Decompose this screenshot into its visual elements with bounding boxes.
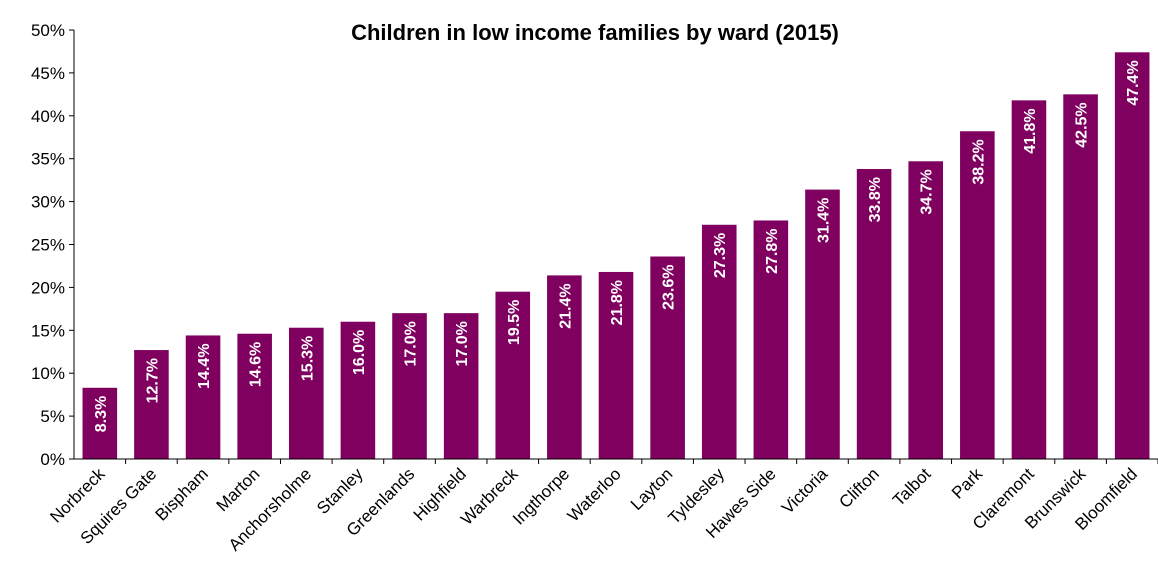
- bar: [392, 313, 427, 459]
- y-tick-label: 30%: [31, 193, 65, 212]
- bar: [1011, 100, 1047, 459]
- data-label: 27.3%: [712, 233, 729, 278]
- bar: [650, 256, 685, 459]
- x-tick-label: Talbot: [889, 464, 935, 510]
- x-tick-label: Marton: [213, 464, 264, 515]
- bar: [856, 168, 892, 459]
- data-label: 8.3%: [93, 396, 110, 432]
- bar: [443, 313, 479, 459]
- y-tick-label: 0%: [40, 450, 65, 469]
- bar: [82, 387, 118, 459]
- x-tick-label: Waterloo: [564, 464, 625, 525]
- y-tick-label: 45%: [31, 64, 65, 83]
- y-tick-label: 25%: [31, 236, 65, 255]
- bar: [598, 271, 634, 459]
- y-axis: 0% 5% 10% 15% 20% 25% 30% 35% 40% 45% 50%: [31, 21, 75, 469]
- x-tick-label: Bispham: [152, 464, 212, 524]
- x-tick-label: Victoria: [778, 464, 832, 518]
- bar: [1063, 94, 1098, 459]
- x-tick-label: Clifton: [835, 464, 883, 512]
- data-label: 34.7%: [919, 169, 936, 214]
- bar: [753, 220, 789, 459]
- bar: [960, 131, 995, 459]
- data-label: 17.0%: [403, 321, 420, 366]
- bar: [288, 327, 324, 459]
- data-label: 21.8%: [609, 280, 626, 325]
- bar: [134, 350, 169, 459]
- bar: [340, 321, 376, 459]
- data-label: 14.4%: [196, 343, 213, 388]
- data-labels: 8.3% 12.7% 14.4% 14.6% 15.3% 16.0% 17.0% 17.0% 1…: [93, 60, 1142, 432]
- bar: [185, 335, 221, 459]
- data-label: 12.7%: [144, 358, 161, 403]
- bar: [495, 291, 531, 459]
- y-tick-label: 40%: [31, 107, 65, 126]
- bar: [1114, 52, 1150, 460]
- y-tick-label: 15%: [31, 321, 65, 340]
- y-tick-label: 10%: [31, 364, 65, 383]
- bar: [908, 161, 944, 460]
- data-label: 41.8%: [1022, 108, 1039, 153]
- data-label: 38.2%: [970, 139, 987, 184]
- x-tick-label: Ingthorpe: [509, 464, 573, 528]
- data-label: 16.0%: [351, 330, 368, 375]
- data-label: 31.4%: [815, 198, 832, 243]
- data-label: 19.5%: [506, 300, 523, 345]
- data-label: 14.6%: [248, 342, 265, 387]
- y-tick-label: 35%: [31, 150, 65, 169]
- data-label: 42.5%: [1074, 102, 1091, 147]
- data-label: 21.4%: [557, 283, 574, 328]
- data-label: 15.3%: [299, 336, 316, 381]
- data-label: 33.8%: [867, 177, 884, 222]
- data-label: 17.0%: [454, 321, 471, 366]
- bar: [237, 333, 272, 459]
- x-tick-label: Park: [948, 464, 987, 503]
- y-tick-label: 5%: [40, 407, 65, 426]
- bars: [82, 52, 1150, 460]
- data-label: 23.6%: [661, 265, 678, 310]
- y-tick-label: 50%: [31, 21, 65, 40]
- x-tick-label: Layton: [627, 464, 677, 514]
- bar: [805, 189, 840, 459]
- bar: [547, 275, 582, 459]
- y-tick-label: 20%: [31, 278, 65, 297]
- bar: [701, 224, 737, 459]
- chart-title: Children in low income families by ward …: [351, 20, 839, 45]
- data-label: 27.8%: [764, 228, 781, 273]
- data-label: 47.4%: [1125, 60, 1142, 105]
